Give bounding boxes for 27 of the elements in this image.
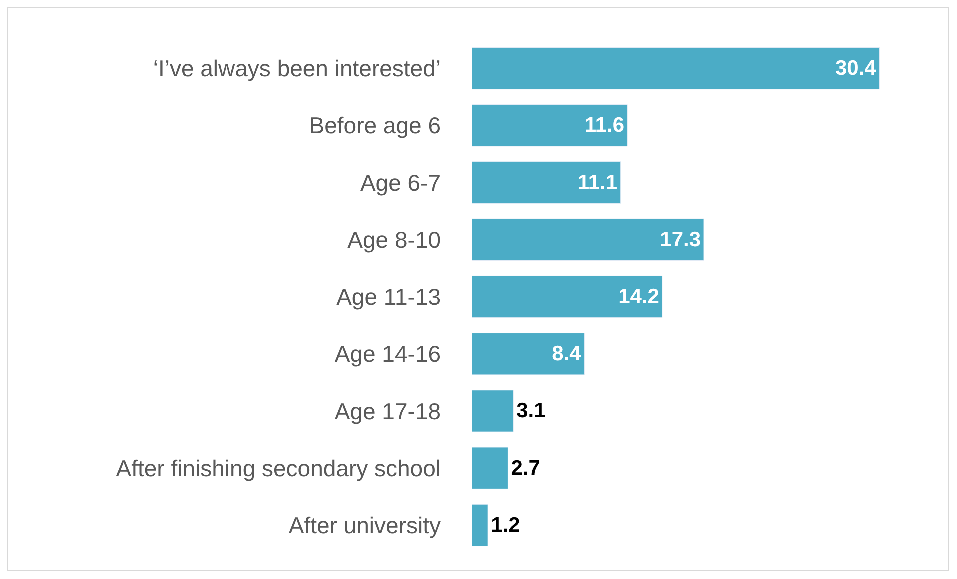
y-tick-label: Before age 6 xyxy=(309,112,441,139)
bar xyxy=(472,333,585,376)
y-tick-label: Age 17-18 xyxy=(334,398,441,424)
bar xyxy=(472,218,704,261)
bar xyxy=(472,390,514,432)
y-tick-label: Age 11-13 xyxy=(336,284,441,310)
data-label: 11.1 xyxy=(578,171,618,194)
data-label: 8.4 xyxy=(552,342,582,366)
bar xyxy=(472,162,622,204)
y-tick-label: After university xyxy=(288,512,442,538)
bar xyxy=(472,504,488,547)
bar xyxy=(472,47,880,90)
y-tick-label: After finishing secondary school xyxy=(116,455,441,482)
y-tick-label: Age 6-7 xyxy=(360,170,441,196)
data-label: 1.2 xyxy=(491,514,520,537)
bar xyxy=(472,276,663,318)
data-label: 3.1 xyxy=(516,400,546,423)
bar xyxy=(472,447,508,490)
y-tick-label: Age 14-16 xyxy=(334,341,441,368)
data-label: 17.3 xyxy=(660,228,702,252)
data-label: 14.2 xyxy=(618,286,660,308)
y-tick-label: ‘I’ve always been interested’ xyxy=(153,56,441,82)
data-label: 30.4 xyxy=(835,57,877,80)
data-label: 2.7 xyxy=(511,456,540,480)
y-tick-label: Age 8-10 xyxy=(348,226,441,253)
data-label: 11.6 xyxy=(584,114,625,138)
bar xyxy=(472,104,628,147)
